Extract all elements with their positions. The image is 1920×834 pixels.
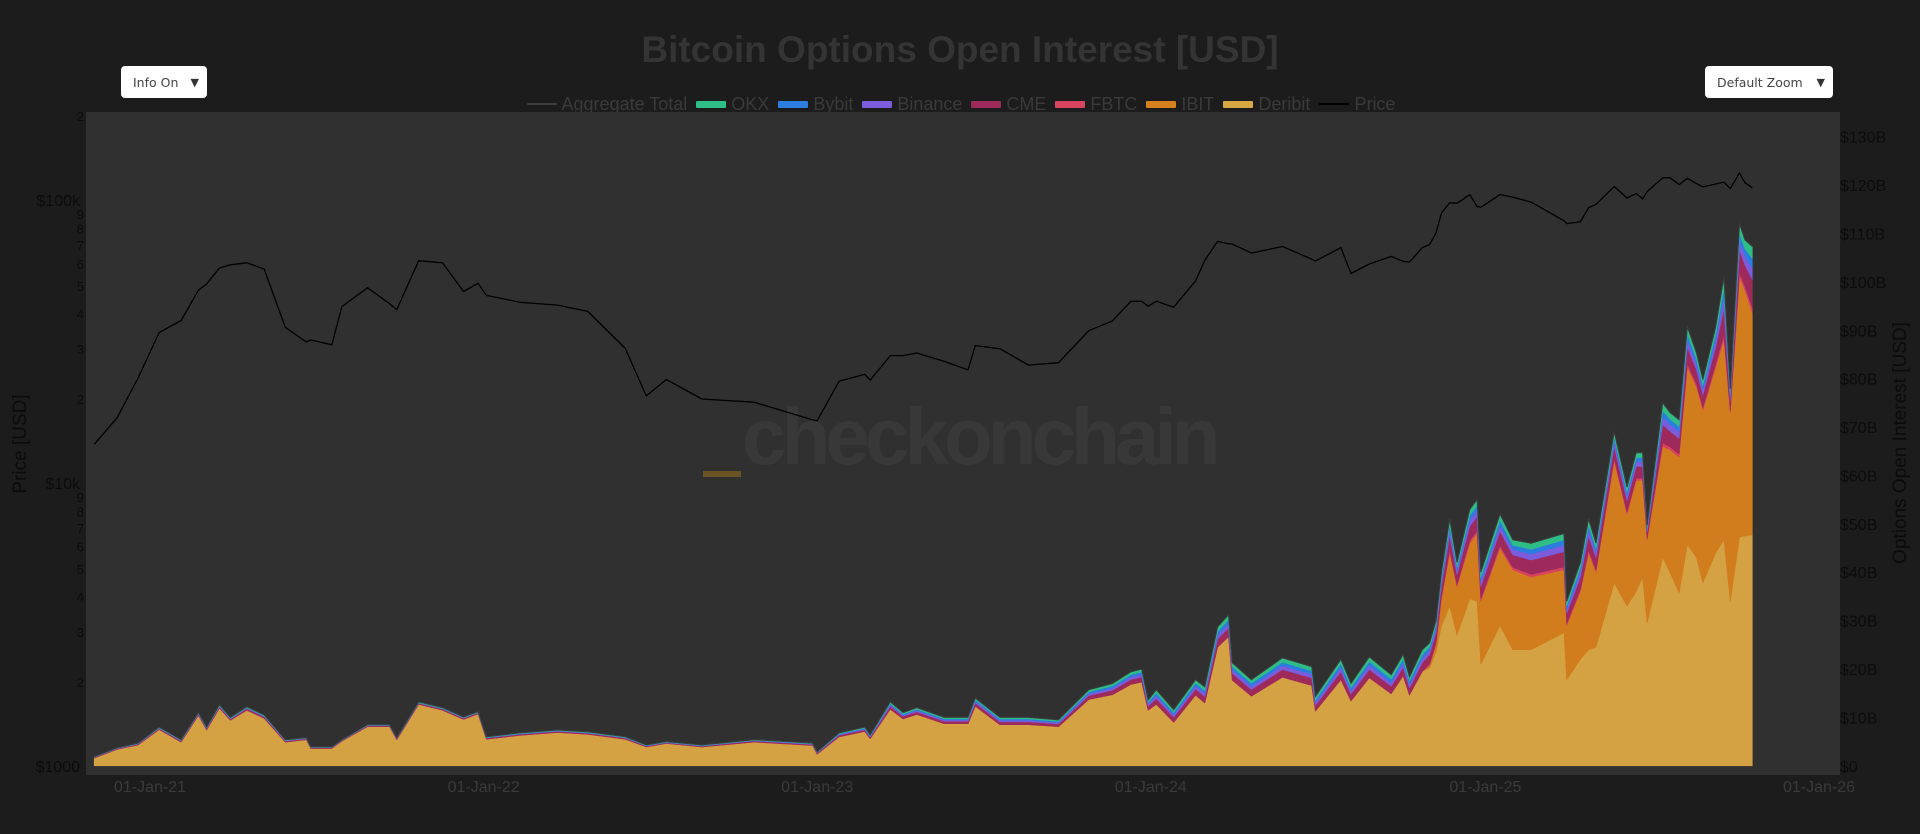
y2-tick-label: $100B — [1840, 275, 1886, 292]
area-swatch-icon — [971, 100, 1002, 108]
y-tick-label: $1000 — [36, 759, 81, 776]
area-swatch-icon — [778, 100, 809, 108]
y-tick-label: 6 — [77, 540, 84, 555]
plot-layers — [93, 172, 1753, 767]
y-tick-label: 3 — [77, 625, 84, 640]
y2-tick-label: $80B — [1840, 372, 1877, 389]
y2-tick-label: $60B — [1840, 468, 1877, 485]
y-axis-title-right: Options Open Interest [USD] — [1890, 322, 1911, 564]
line-swatch-icon — [1319, 103, 1350, 105]
legend-label: IBIT — [1181, 94, 1215, 114]
x-tick-label: 01-Jan-26 — [1783, 779, 1855, 796]
y-tick-label: 7 — [77, 521, 84, 536]
y2-tick-label: $110B — [1840, 227, 1885, 244]
y2-tick-label: $120B — [1840, 178, 1886, 195]
y2-tick-label: $20B — [1840, 662, 1877, 679]
legend-item-binance[interactable]: Binance — [862, 94, 962, 114]
y-tick-label: 8 — [77, 221, 84, 236]
legend-item-ibit[interactable]: IBIT — [1146, 94, 1214, 114]
legend-label: Price — [1354, 94, 1396, 114]
watermark-logo-bar — [703, 471, 741, 477]
y-tick-label: 2 — [77, 392, 84, 407]
watermark-text: checkonchain — [742, 392, 1221, 481]
legend-item-price[interactable]: Price — [1319, 94, 1395, 114]
legend-item-fbtc[interactable]: FBTC — [1055, 94, 1137, 114]
chart-legend: Aggregate Total OKX Bybit Binance CME FB… — [0, 94, 1920, 114]
y2-tick-label: $30B — [1840, 614, 1877, 631]
x-tick-label: 01-Jan-21 — [114, 779, 186, 796]
y2-tick-label: $70B — [1840, 420, 1877, 437]
area-swatch-icon — [1055, 100, 1086, 108]
y-tick-label: 3 — [77, 342, 84, 357]
y2-tick-label: $50B — [1840, 517, 1877, 534]
y-tick-label: 6 — [77, 257, 84, 272]
legend-item-okx[interactable]: OKX — [696, 94, 769, 114]
y-tick-label: 9 — [77, 490, 84, 505]
y-tick-label: $100k — [36, 193, 81, 210]
y-tick-label: 4 — [77, 590, 84, 605]
x-tick-label: 01-Jan-22 — [448, 779, 520, 796]
legend-item-cme[interactable]: CME — [971, 94, 1046, 114]
price-line — [93, 172, 1753, 445]
y2-tick-label: $90B — [1840, 323, 1877, 340]
line-swatch-icon — [526, 103, 557, 105]
y-tick-label: 8 — [77, 504, 84, 519]
x-tick-label: 01-Jan-24 — [1115, 779, 1187, 796]
chart-title: Bitcoin Options Open Interest [USD] — [641, 29, 1279, 70]
area-swatch-icon — [696, 100, 727, 108]
legend-label: CME — [1006, 94, 1047, 114]
y-tick-label: 7 — [77, 238, 84, 253]
y-tick-label: 2 — [77, 675, 84, 690]
zoom-select-label: Default Zoom — [1717, 74, 1803, 90]
y-tick-label: $10k — [45, 476, 81, 493]
info-toggle-dropdown[interactable]: Info On ▼ — [121, 66, 207, 98]
y-tick-label: 4 — [77, 307, 84, 322]
y2-tick-label: $10B — [1840, 710, 1877, 727]
area-swatch-icon — [1223, 100, 1254, 108]
legend-label: OKX — [731, 94, 770, 114]
legend-label: FBTC — [1090, 94, 1138, 114]
y-axis-title-left: Price [USD] — [10, 394, 31, 494]
legend-label: Aggregate Total — [561, 94, 688, 114]
aggregate-total-line — [94, 223, 1753, 758]
y2-tick-label: $130B — [1840, 130, 1886, 147]
legend-item-deribit[interactable]: Deribit — [1223, 94, 1310, 114]
legend-item-aggregate-total[interactable]: Aggregate Total — [526, 94, 688, 114]
x-tick-label: 01-Jan-25 — [1449, 779, 1521, 796]
legend-label: Deribit — [1258, 94, 1311, 114]
x-tick-label: 01-Jan-23 — [781, 779, 853, 796]
area-swatch-icon — [862, 100, 893, 108]
y-tick-label: 5 — [77, 279, 84, 294]
chevron-down-icon: ▼ — [190, 75, 199, 89]
legend-label: Bybit — [813, 94, 854, 114]
y2-tick-label: $0 — [1840, 759, 1858, 776]
y2-tick-label: $40B — [1840, 565, 1877, 582]
y-tick-label: 5 — [77, 562, 84, 577]
y-tick-label: 2 — [77, 109, 84, 124]
legend-item-bybit[interactable]: Bybit — [778, 94, 853, 114]
info-toggle-label: Info On — [133, 74, 179, 90]
y-tick-label: 9 — [77, 207, 84, 222]
chevron-down-icon: ▼ — [1816, 75, 1825, 89]
legend-label: Binance — [897, 94, 963, 114]
zoom-select-dropdown[interactable]: Default Zoom ▼ — [1705, 66, 1833, 98]
area-swatch-icon — [1146, 100, 1177, 108]
